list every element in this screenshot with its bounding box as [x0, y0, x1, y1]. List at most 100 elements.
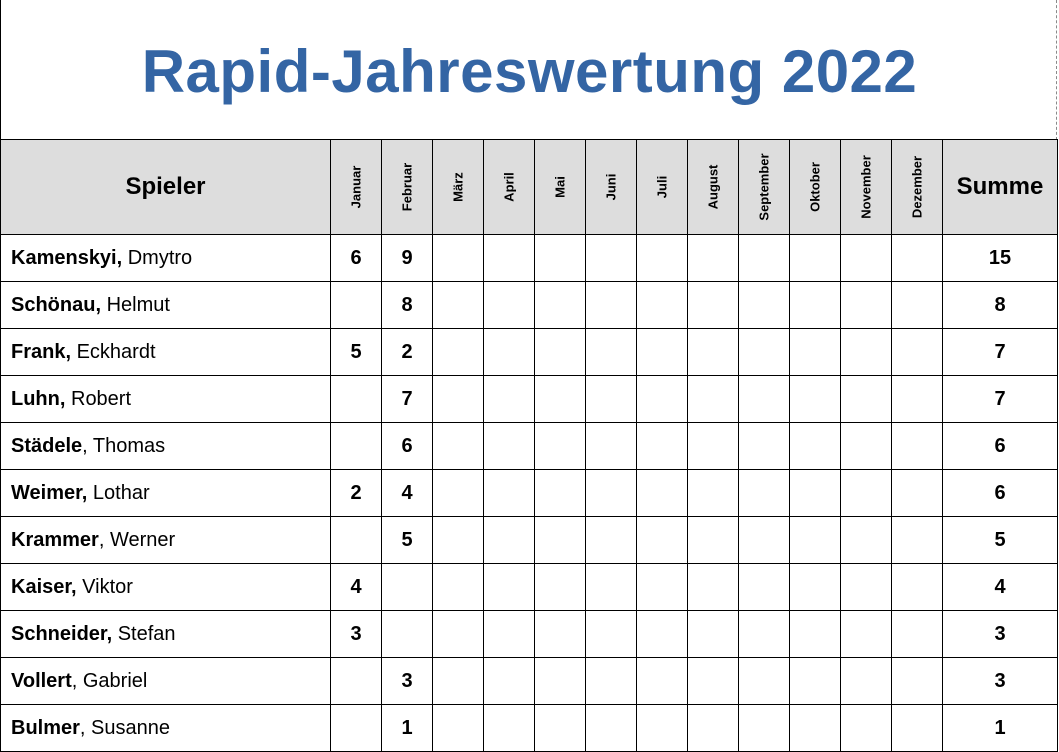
points-cell [789, 516, 841, 564]
points-cell [738, 281, 790, 329]
points-cell [432, 657, 484, 705]
points-cell [738, 469, 790, 517]
points-cell [330, 422, 382, 470]
points-cell [738, 375, 790, 423]
points-cell: 4 [330, 563, 382, 611]
table-row: Weimer, Lothar 2 4 6 [0, 469, 1058, 517]
player-name-cell: Frank, Eckhardt [0, 328, 331, 376]
points-cell [687, 610, 739, 658]
table-row: Städele, Thomas 6 6 [0, 422, 1058, 470]
header-month-8: August [687, 139, 739, 235]
points-cell [687, 281, 739, 329]
points-cell: 1 [381, 704, 433, 752]
table-row: Bulmer, Susanne 1 1 [0, 704, 1058, 752]
table-row: Schneider, Stefan 3 3 [0, 610, 1058, 658]
header-month-label: April [501, 172, 517, 202]
table-row: Schönau, Helmut 8 8 [0, 281, 1058, 329]
player-first-name: Helmut [101, 293, 170, 316]
points-cell [840, 657, 892, 705]
player-last-name: Luhn, [11, 387, 66, 410]
header-month-label: Mai [552, 176, 568, 198]
player-first-name: Eckhardt [71, 340, 156, 363]
points-cell [687, 234, 739, 282]
points-cell [891, 422, 943, 470]
header-month-10: Oktober [789, 139, 841, 235]
points-cell: 3 [330, 610, 382, 658]
player-name-cell: Vollert, Gabriel [0, 657, 331, 705]
points-cell [687, 469, 739, 517]
points-cell [483, 610, 535, 658]
points-cell: 5 [330, 328, 382, 376]
points-cell [483, 328, 535, 376]
sum-cell: 1 [942, 704, 1058, 752]
points-cell [840, 610, 892, 658]
points-cell [789, 610, 841, 658]
points-cell [483, 422, 535, 470]
points-cell [432, 469, 484, 517]
points-cell: 7 [381, 375, 433, 423]
header-row: Spieler Januar Februar März April Mai Juni Jul… [0, 139, 1058, 235]
points-cell [432, 422, 484, 470]
player-name-cell: Kamenskyi, Dmytro [0, 234, 331, 282]
header-month-6: Juni [585, 139, 637, 235]
points-cell [789, 422, 841, 470]
points-cell [432, 516, 484, 564]
header-month-1: Januar [330, 139, 382, 235]
header-month-label: Juli [654, 175, 670, 199]
points-cell [687, 563, 739, 611]
points-cell [585, 657, 637, 705]
points-cell [483, 657, 535, 705]
points-cell [330, 281, 382, 329]
sum-cell: 6 [942, 422, 1058, 470]
points-cell [891, 469, 943, 517]
header-sum: Summe [942, 139, 1058, 235]
player-name-cell: Weimer, Lothar [0, 469, 331, 517]
player-name-cell: Krammer, Werner [0, 516, 331, 564]
points-cell [891, 610, 943, 658]
points-cell [738, 563, 790, 611]
sum-cell: 5 [942, 516, 1058, 564]
player-name-cell: Schneider, Stefan [0, 610, 331, 658]
points-cell [636, 657, 688, 705]
sum-cell: 6 [942, 469, 1058, 517]
header-month-5: Mai [534, 139, 586, 235]
header-month-9: September [738, 139, 790, 235]
points-cell [789, 657, 841, 705]
sum-cell: 8 [942, 281, 1058, 329]
points-cell [687, 328, 739, 376]
sheet-page-break [1056, 0, 1057, 140]
table-row: Kamenskyi, Dmytro 6 9 15 [0, 234, 1058, 282]
points-cell [381, 563, 433, 611]
points-cell [585, 281, 637, 329]
points-cell [483, 516, 535, 564]
sum-cell: 7 [942, 375, 1058, 423]
points-cell [636, 516, 688, 564]
table-row: Kaiser, Viktor 4 4 [0, 563, 1058, 611]
points-cell [585, 610, 637, 658]
points-cell: 9 [381, 234, 433, 282]
player-first-name: , Thomas [82, 434, 166, 457]
points-cell [381, 610, 433, 658]
header-month-12: Dezember [891, 139, 943, 235]
points-cell [585, 563, 637, 611]
points-cell [789, 375, 841, 423]
points-cell [789, 281, 841, 329]
points-cell [636, 610, 688, 658]
points-cell [483, 375, 535, 423]
points-cell [585, 328, 637, 376]
points-cell [534, 234, 586, 282]
points-cell [534, 469, 586, 517]
sum-cell: 15 [942, 234, 1058, 282]
header-month-label: Juni [603, 173, 619, 201]
points-cell [789, 563, 841, 611]
table-row: Vollert, Gabriel 3 3 [0, 657, 1058, 705]
player-last-name: Weimer, [11, 481, 88, 504]
points-cell [636, 469, 688, 517]
player-first-name: Lothar [87, 481, 150, 504]
points-cell: 3 [381, 657, 433, 705]
player-name-cell: Schönau, Helmut [0, 281, 331, 329]
points-cell [840, 328, 892, 376]
points-cell [636, 375, 688, 423]
points-cell [585, 516, 637, 564]
player-last-name: Kamenskyi, [11, 246, 123, 269]
